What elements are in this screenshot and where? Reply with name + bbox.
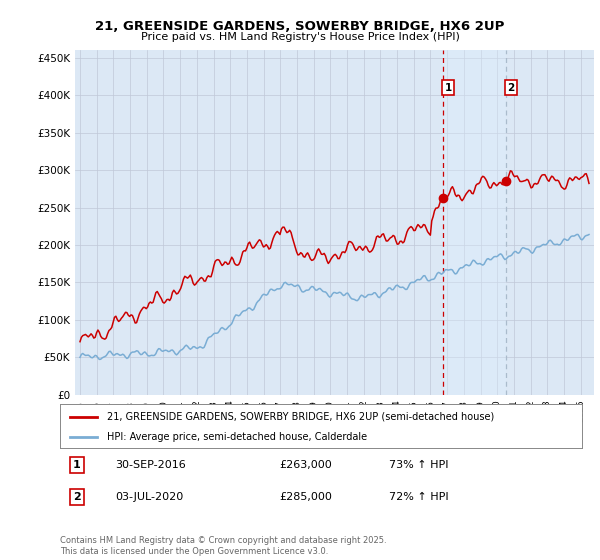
Text: 03-JUL-2020: 03-JUL-2020: [115, 492, 183, 502]
Text: 1: 1: [73, 460, 81, 470]
Text: 21, GREENSIDE GARDENS, SOWERBY BRIDGE, HX6 2UP: 21, GREENSIDE GARDENS, SOWERBY BRIDGE, H…: [95, 20, 505, 33]
Text: 2: 2: [507, 83, 514, 93]
Text: 73% ↑ HPI: 73% ↑ HPI: [389, 460, 448, 470]
Text: £285,000: £285,000: [279, 492, 332, 502]
Bar: [443, 50, 506, 395]
Text: 30-SEP-2016: 30-SEP-2016: [115, 460, 185, 470]
Text: £263,000: £263,000: [279, 460, 332, 470]
Text: 2: 2: [73, 492, 81, 502]
Text: HPI: Average price, semi-detached house, Calderdale: HPI: Average price, semi-detached house,…: [107, 432, 367, 442]
Text: 72% ↑ HPI: 72% ↑ HPI: [389, 492, 448, 502]
Text: Contains HM Land Registry data © Crown copyright and database right 2025.
This d: Contains HM Land Registry data © Crown c…: [60, 536, 386, 556]
Text: Price paid vs. HM Land Registry's House Price Index (HPI): Price paid vs. HM Land Registry's House …: [140, 32, 460, 42]
Text: 1: 1: [445, 83, 452, 93]
Text: 21, GREENSIDE GARDENS, SOWERBY BRIDGE, HX6 2UP (semi-detached house): 21, GREENSIDE GARDENS, SOWERBY BRIDGE, H…: [107, 412, 494, 422]
